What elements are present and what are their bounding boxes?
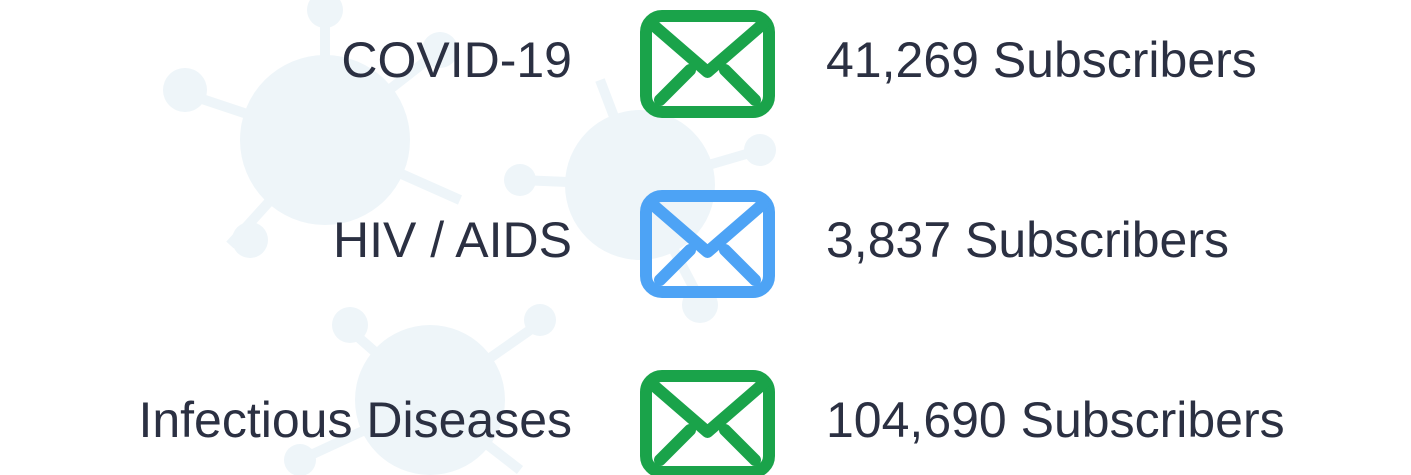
envelope-flap: [652, 24, 763, 72]
mail-icon: [646, 376, 769, 472]
subscription-row: COVID-19 41,269 Subscribers: [341, 16, 1256, 112]
subscription-row: HIV / AIDS 3,837 Subscribers: [333, 196, 1229, 292]
subscriber-count: 3,837 Subscribers: [826, 212, 1229, 268]
mail-icon: [646, 16, 769, 112]
envelope-fold: [725, 70, 755, 100]
subscriptions-panel: COVID-19 41,269 Subscribers HIV / AIDS 3,83…: [0, 0, 1411, 475]
topic-label: HIV / AIDS: [333, 212, 572, 268]
envelope-fold: [660, 430, 690, 460]
virus: [284, 304, 556, 475]
envelope-flap: [652, 384, 763, 432]
topic-label: COVID-19: [341, 32, 572, 88]
envelope-fold: [725, 430, 755, 460]
envelope-fold: [725, 250, 755, 280]
subscriber-count: 41,269 Subscribers: [826, 32, 1257, 88]
subscriber-count: 104,690 Subscribers: [826, 392, 1285, 448]
envelope-fold: [660, 70, 690, 100]
topic-label: Infectious Diseases: [138, 392, 572, 448]
page: COVID-19 41,269 Subscribers HIV / AIDS 3,83…: [0, 0, 1411, 475]
